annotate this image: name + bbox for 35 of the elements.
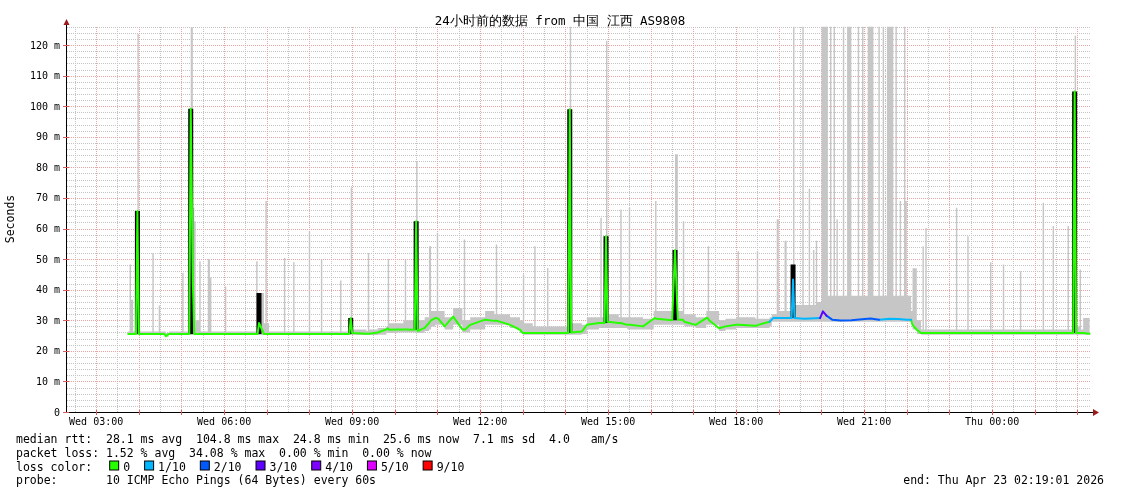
y-tick-label: 70 m (35, 192, 60, 204)
x-tick-label: Wed 09:00 (325, 416, 380, 427)
x-tick-label: Thu 00:00 (965, 416, 1020, 427)
x-tick-label: Wed 18:00 (709, 416, 764, 427)
y-tick-label: 20 m (35, 345, 60, 357)
legend-label: 5/10 (380, 459, 409, 474)
x-tick-label: Wed 03:00 (69, 416, 124, 427)
text: packet loss: 1.52 % avg 34.08 % max 0.00 % min 0.00 % now (16, 445, 432, 460)
y-tick-label: 50 m (35, 253, 60, 265)
legend-title: loss color: (16, 459, 93, 474)
legend-label: 1/10 (158, 459, 186, 474)
chart-title: 24小时前的数据 from 中国 江西 AS9808 (434, 13, 686, 28)
y-tick-label: 40 m (35, 284, 60, 296)
x-tick-label: Wed 15:00 (581, 416, 636, 427)
y-axis-title: Seconds (3, 194, 17, 244)
legend-label: 3/10 (269, 459, 298, 474)
y-tick-label: 80 m (35, 161, 60, 173)
text: median rtt: 28.1 ms avg 104.8 ms max 24.8 ms min 25.6 ms now 7.1 ms sd 4.0 am/s (16, 431, 619, 446)
x-tick-label: Wed 06:00 (197, 416, 252, 427)
legend-label: 9/10 (436, 459, 465, 474)
legend-label: 0 (123, 459, 131, 474)
y-tick-label: 10 m (35, 375, 60, 387)
y-tick-label: 120 m (29, 39, 60, 51)
y-tick-label: 30 m (35, 314, 60, 326)
y-tick-label: 60 m (35, 223, 60, 235)
y-tick-label: 90 m (35, 131, 60, 143)
y-tick-label: 100 m (29, 100, 60, 112)
x-tick-label: Wed 21:00 (837, 416, 892, 427)
legend-label: 4/10 (325, 459, 353, 474)
y-tick-label: 0 (53, 406, 60, 418)
text: probe: 10 ICMP Echo Pings (64 Bytes) every 60s (16, 473, 377, 487)
legend-label: 2/10 (213, 459, 242, 474)
y-tick-label: 110 m (29, 70, 60, 82)
text: end: Thu Apr 23 02:19:01 2026 (903, 473, 1105, 487)
x-tick-label: Wed 12:00 (453, 416, 508, 427)
